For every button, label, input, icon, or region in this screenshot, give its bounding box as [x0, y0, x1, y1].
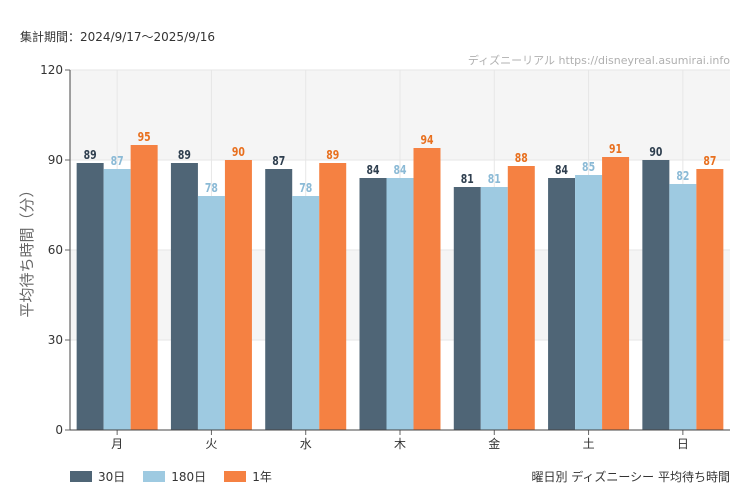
legend-label-180d: 180日: [171, 470, 207, 484]
bar: [386, 178, 414, 430]
bar: [413, 148, 441, 430]
legend-swatch-180d: [143, 471, 166, 482]
data-label: 84: [393, 163, 406, 177]
x-tick-label: 金: [488, 436, 500, 451]
bar: [642, 160, 670, 430]
legend-swatch-1y: [224, 471, 247, 482]
data-label: 81: [461, 172, 474, 186]
legend-label-1y: 1年: [252, 470, 272, 484]
data-label: 87: [703, 154, 716, 168]
data-label: 78: [299, 181, 312, 195]
x-tick-label: 月: [111, 437, 123, 451]
y-axis-title: 平均待ち時間（分）: [18, 182, 36, 317]
bar: [575, 175, 603, 430]
bar: [602, 157, 630, 430]
x-tick-label: 日: [677, 437, 689, 451]
bar: [103, 169, 131, 430]
data-label: 89: [178, 148, 191, 162]
data-label: 87: [272, 154, 285, 168]
bar: [292, 196, 320, 430]
legend-item-1y[interactable]: 1年: [224, 468, 272, 485]
y-tick-label: 90: [48, 153, 63, 167]
bar: [170, 163, 198, 430]
legend-label-30d: 30日: [98, 470, 126, 484]
data-label: 89: [84, 148, 97, 162]
data-label: 88: [515, 151, 528, 165]
legend-swatch-30d: [70, 471, 92, 482]
bar: [669, 184, 697, 430]
data-label: 84: [555, 163, 568, 177]
bar: [319, 163, 347, 430]
period-label: 集計期間：2024/9/17〜2025/9/16: [20, 30, 216, 44]
data-label: 81: [488, 172, 501, 186]
bar: [359, 178, 387, 430]
bar: [548, 178, 576, 430]
source-label: ディズニーリアル https://disneyreal.asumirai.inf…: [467, 54, 730, 67]
x-tick-label: 土: [583, 437, 595, 451]
x-tick-label: 火: [205, 437, 217, 451]
data-label: 90: [649, 145, 662, 159]
x-tick-label: 木: [394, 437, 406, 451]
data-label: 89: [326, 148, 339, 162]
data-label: 78: [205, 181, 218, 195]
x-tick-label: 水: [300, 437, 312, 451]
bar: [76, 163, 104, 430]
bar: [696, 169, 724, 430]
bar: [480, 187, 508, 430]
data-label: 84: [366, 163, 379, 177]
y-tick-label: 0: [55, 423, 63, 437]
bar: [507, 166, 535, 430]
bar: [453, 187, 481, 430]
data-label: 82: [676, 169, 689, 183]
bar: [130, 145, 158, 430]
data-label: 94: [420, 133, 433, 147]
legend: 30日 180日 1年: [70, 468, 272, 485]
chart-caption: 曜日別 ディズニーシー 平均待ち時間: [531, 470, 730, 484]
bar: [265, 169, 293, 430]
data-label: 87: [111, 154, 124, 168]
legend-item-30d[interactable]: 30日: [70, 468, 125, 485]
data-label: 90: [232, 145, 245, 159]
data-label: 95: [138, 130, 151, 144]
y-tick-label: 30: [48, 333, 63, 347]
bar: [197, 196, 225, 430]
data-label: 91: [609, 142, 622, 156]
bar: [224, 160, 252, 430]
y-tick-label: 60: [48, 243, 63, 257]
legend-item-180d[interactable]: 180日: [143, 468, 206, 485]
data-label: 85: [582, 160, 595, 174]
y-tick-label: 120: [40, 63, 63, 77]
